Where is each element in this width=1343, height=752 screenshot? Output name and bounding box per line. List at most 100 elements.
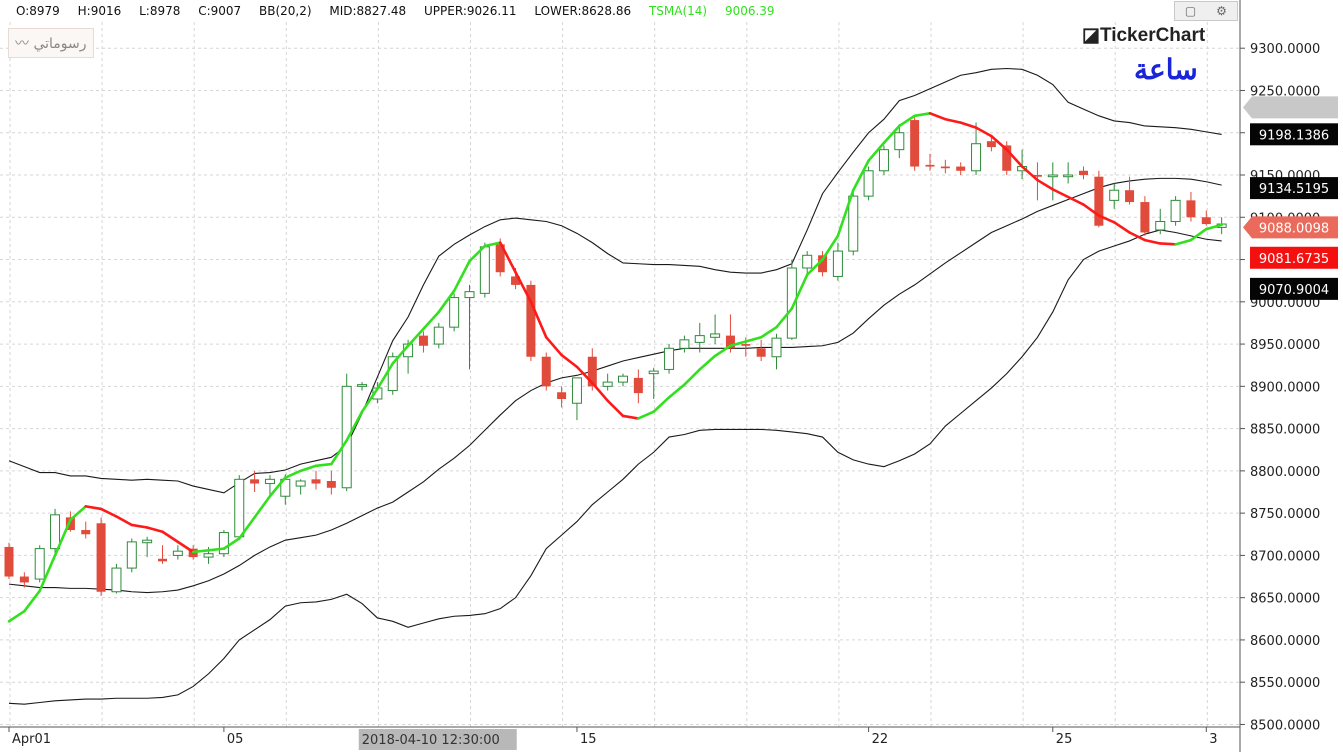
candle[interactable] bbox=[250, 470, 260, 492]
candle[interactable] bbox=[1094, 170, 1104, 228]
tsma-segment bbox=[468, 244, 487, 263]
candle[interactable] bbox=[802, 251, 813, 277]
tsma-segment bbox=[652, 396, 671, 413]
candle[interactable] bbox=[633, 369, 643, 404]
candle[interactable] bbox=[771, 333, 782, 370]
candle[interactable] bbox=[1125, 176, 1135, 205]
candle[interactable] bbox=[357, 382, 368, 391]
candle[interactable] bbox=[986, 136, 996, 152]
candle[interactable] bbox=[1079, 166, 1088, 180]
candle[interactable] bbox=[111, 563, 122, 594]
drawings-button[interactable]: 〰 رسوماتي bbox=[8, 28, 94, 58]
tsma-segment bbox=[53, 518, 72, 557]
candle[interactable] bbox=[526, 280, 536, 361]
candle-body-up bbox=[710, 333, 721, 338]
candle[interactable] bbox=[326, 470, 336, 495]
candle[interactable] bbox=[818, 251, 828, 277]
candle[interactable] bbox=[50, 508, 61, 554]
candle[interactable] bbox=[679, 335, 690, 353]
candle[interactable] bbox=[142, 536, 153, 558]
candle[interactable] bbox=[1002, 141, 1012, 176]
candle[interactable] bbox=[664, 344, 675, 374]
maximize-icon[interactable]: ▢ bbox=[1184, 4, 1197, 18]
candle[interactable] bbox=[1063, 162, 1074, 184]
candle[interactable] bbox=[571, 377, 582, 421]
candle[interactable] bbox=[956, 162, 966, 176]
tsma-segment bbox=[790, 273, 809, 310]
tsma-segment bbox=[959, 121, 978, 129]
candle[interactable] bbox=[848, 191, 859, 256]
crosshair-date-label: 2018-04-10 12:30:00 bbox=[362, 733, 500, 748]
candle[interactable] bbox=[557, 386, 567, 408]
candle-body-down bbox=[81, 530, 91, 535]
price-tag: 9198.1386 bbox=[1250, 123, 1338, 146]
tsma-segment bbox=[729, 340, 748, 348]
tsma-segment bbox=[253, 494, 272, 519]
candle[interactable] bbox=[925, 153, 935, 171]
y-axis[interactable]: 9300.00009250.00009200.00009150.00009100… bbox=[1240, 42, 1320, 733]
candle[interactable] bbox=[832, 242, 843, 281]
candle-body-down bbox=[587, 356, 597, 387]
candle[interactable] bbox=[1155, 208, 1166, 235]
candle[interactable] bbox=[4, 542, 14, 580]
candle[interactable] bbox=[894, 124, 905, 159]
x-axis[interactable]: Apr01 05 15 22 25 3 2018-04-10 12:30:00 bbox=[8, 727, 1218, 750]
candle[interactable] bbox=[158, 545, 167, 564]
tsma-segment bbox=[560, 353, 579, 369]
candle[interactable] bbox=[433, 322, 444, 349]
candle[interactable] bbox=[96, 517, 106, 596]
candle[interactable] bbox=[34, 545, 45, 583]
candle[interactable] bbox=[1047, 162, 1058, 201]
candle[interactable] bbox=[541, 352, 551, 391]
candle[interactable] bbox=[786, 259, 797, 340]
drawings-label: رسوماتي bbox=[33, 36, 87, 52]
candle[interactable] bbox=[449, 293, 460, 332]
candle[interactable] bbox=[81, 521, 91, 539]
settings-icon[interactable]: ⚙ bbox=[1216, 4, 1227, 18]
tsma-segment bbox=[237, 516, 256, 540]
candle[interactable] bbox=[1201, 210, 1211, 226]
candle[interactable] bbox=[910, 117, 920, 171]
candle[interactable] bbox=[341, 373, 352, 492]
candle[interactable] bbox=[234, 475, 245, 541]
candle[interactable] bbox=[602, 373, 613, 391]
candle[interactable] bbox=[1140, 196, 1150, 236]
candle[interactable] bbox=[464, 284, 475, 370]
candle[interactable] bbox=[126, 538, 137, 573]
candle[interactable] bbox=[19, 572, 29, 588]
candle[interactable] bbox=[618, 373, 628, 387]
plot-area[interactable] bbox=[0, 22, 1240, 727]
candle[interactable] bbox=[418, 331, 428, 353]
tsma-segment bbox=[667, 383, 686, 399]
candle[interactable] bbox=[940, 159, 950, 174]
candle-body-down bbox=[96, 523, 106, 592]
period-label: ساعة bbox=[1134, 55, 1198, 86]
candle[interactable] bbox=[710, 314, 721, 345]
candle[interactable] bbox=[648, 367, 659, 400]
candle[interactable] bbox=[295, 479, 306, 495]
candle[interactable] bbox=[863, 166, 874, 201]
candle[interactable] bbox=[218, 530, 229, 558]
candle[interactable] bbox=[1186, 191, 1196, 222]
window-controls: ▢ ⚙ bbox=[1174, 1, 1238, 21]
candle[interactable] bbox=[172, 545, 183, 560]
tsma-segment bbox=[590, 381, 609, 403]
candle[interactable] bbox=[387, 352, 398, 395]
candle-body-down bbox=[741, 344, 751, 346]
candle-body-up bbox=[602, 381, 613, 387]
candle[interactable] bbox=[311, 470, 321, 490]
candle[interactable] bbox=[878, 145, 889, 176]
candle[interactable] bbox=[1109, 183, 1120, 209]
candle-body-up bbox=[387, 356, 398, 392]
tsma-segment bbox=[1097, 214, 1116, 224]
candle[interactable] bbox=[1170, 196, 1181, 226]
candle[interactable] bbox=[694, 322, 705, 353]
candles[interactable] bbox=[4, 117, 1227, 596]
candle-body-down bbox=[725, 335, 735, 349]
ohlc-open: O:8979 bbox=[16, 4, 60, 18]
candle[interactable] bbox=[264, 475, 275, 495]
candle[interactable] bbox=[971, 122, 982, 176]
candle-body-up bbox=[218, 532, 229, 555]
candle[interactable] bbox=[756, 339, 766, 361]
